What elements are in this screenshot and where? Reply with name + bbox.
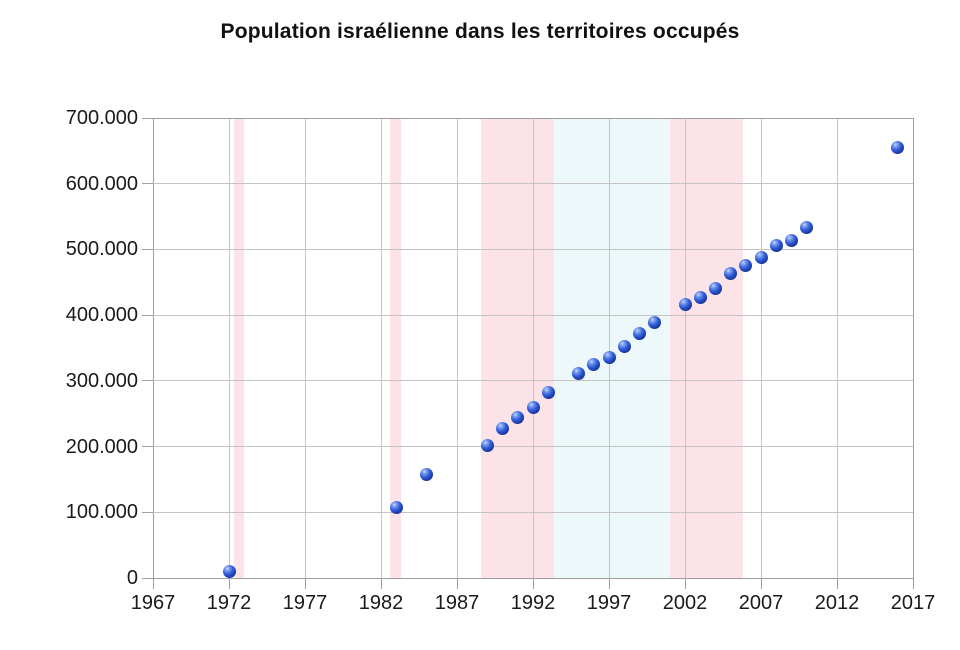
data-point bbox=[480, 439, 494, 453]
y-axis-tick bbox=[142, 183, 153, 185]
x-axis-tick bbox=[684, 578, 686, 589]
x-tick-label: 1967 bbox=[130, 592, 176, 614]
x-tick-label: 1977 bbox=[282, 592, 328, 614]
data-point bbox=[541, 386, 555, 400]
x-axis-tick bbox=[380, 578, 382, 589]
data-point bbox=[648, 315, 662, 329]
x-gridline bbox=[456, 118, 458, 578]
x-gridline bbox=[228, 118, 230, 578]
data-point bbox=[739, 258, 753, 272]
x-tick-label: 1982 bbox=[358, 592, 404, 614]
x-axis-tick bbox=[228, 578, 230, 589]
data-point bbox=[389, 501, 403, 515]
band-layer bbox=[153, 118, 913, 578]
x-axis-tick bbox=[836, 578, 838, 589]
data-point bbox=[632, 327, 646, 341]
x-gridline bbox=[836, 118, 838, 578]
x-gridline bbox=[912, 118, 914, 578]
y-gridline bbox=[153, 380, 913, 382]
x-tick-label: 2002 bbox=[662, 592, 708, 614]
data-point bbox=[708, 281, 722, 295]
y-tick-label: 500.000 bbox=[65, 238, 138, 261]
data-point bbox=[496, 422, 510, 436]
x-gridline bbox=[760, 118, 762, 578]
y-gridline bbox=[153, 446, 913, 448]
x-axis-tick bbox=[456, 578, 458, 589]
x-axis-tick bbox=[304, 578, 306, 589]
x-gridline bbox=[380, 118, 382, 578]
points-layer bbox=[153, 118, 913, 578]
data-point bbox=[587, 357, 601, 371]
y-axis-tick bbox=[142, 380, 153, 382]
y-axis-tick bbox=[142, 446, 153, 448]
x-axis-tick bbox=[608, 578, 610, 589]
x-gridline bbox=[608, 118, 610, 578]
x-tick-label: 1987 bbox=[434, 592, 480, 614]
x-tick-label: 1997 bbox=[586, 592, 632, 614]
chart-title: Population israélienne dans les territoi… bbox=[220, 20, 740, 43]
data-point bbox=[511, 411, 525, 425]
data-point bbox=[617, 340, 631, 354]
data-point bbox=[526, 400, 540, 414]
data-point bbox=[572, 367, 586, 381]
x-tick-label: 2017 bbox=[890, 592, 936, 614]
y-axis-tick bbox=[142, 314, 153, 316]
data-point bbox=[602, 350, 616, 364]
y-axis-tick bbox=[142, 577, 153, 579]
y-gridline bbox=[153, 117, 913, 119]
x-gridline bbox=[152, 118, 154, 578]
y-tick-label: 100.000 bbox=[65, 501, 138, 524]
highlight-band bbox=[669, 118, 743, 578]
y-tick-label: 200.000 bbox=[65, 435, 138, 458]
x-gridline bbox=[304, 118, 306, 578]
highlight-band bbox=[554, 118, 670, 578]
x-tick-label: 2012 bbox=[814, 592, 860, 614]
y-tick-label: 700.000 bbox=[65, 107, 138, 129]
data-point bbox=[724, 267, 738, 281]
data-point bbox=[693, 290, 707, 304]
x-tick-label: 1992 bbox=[510, 592, 556, 614]
y-tick-label: 400.000 bbox=[65, 304, 138, 327]
y-axis-tick bbox=[142, 511, 153, 513]
y-axis-tick bbox=[142, 248, 153, 250]
x-tick-label: 1972 bbox=[206, 592, 252, 614]
data-point bbox=[891, 141, 905, 155]
data-point bbox=[800, 221, 814, 235]
x-axis-tick bbox=[760, 578, 762, 589]
data-point bbox=[784, 233, 798, 247]
data-point bbox=[420, 467, 434, 481]
x-axis-tick bbox=[912, 578, 914, 589]
x-axis-tick bbox=[152, 578, 154, 589]
highlight-band bbox=[481, 118, 555, 578]
data-point bbox=[222, 564, 236, 578]
y-axis-tick bbox=[142, 117, 153, 119]
y-tick-label: 0 bbox=[126, 567, 138, 589]
data-point bbox=[754, 251, 768, 265]
x-gridline bbox=[532, 118, 534, 578]
data-point bbox=[678, 298, 692, 312]
plot-area bbox=[152, 117, 914, 579]
y-tick-label: 300.000 bbox=[65, 369, 138, 392]
y-gridline bbox=[153, 183, 913, 185]
data-point bbox=[769, 238, 783, 252]
y-gridline bbox=[153, 248, 913, 250]
y-tick-label: 600.000 bbox=[65, 172, 138, 195]
x-gridline bbox=[684, 118, 686, 578]
y-gridline bbox=[153, 511, 913, 513]
x-axis-tick bbox=[532, 578, 534, 589]
x-tick-label: 2007 bbox=[738, 592, 784, 614]
highlight-band bbox=[390, 118, 401, 578]
highlight-band bbox=[233, 118, 245, 578]
y-gridline bbox=[153, 314, 913, 316]
